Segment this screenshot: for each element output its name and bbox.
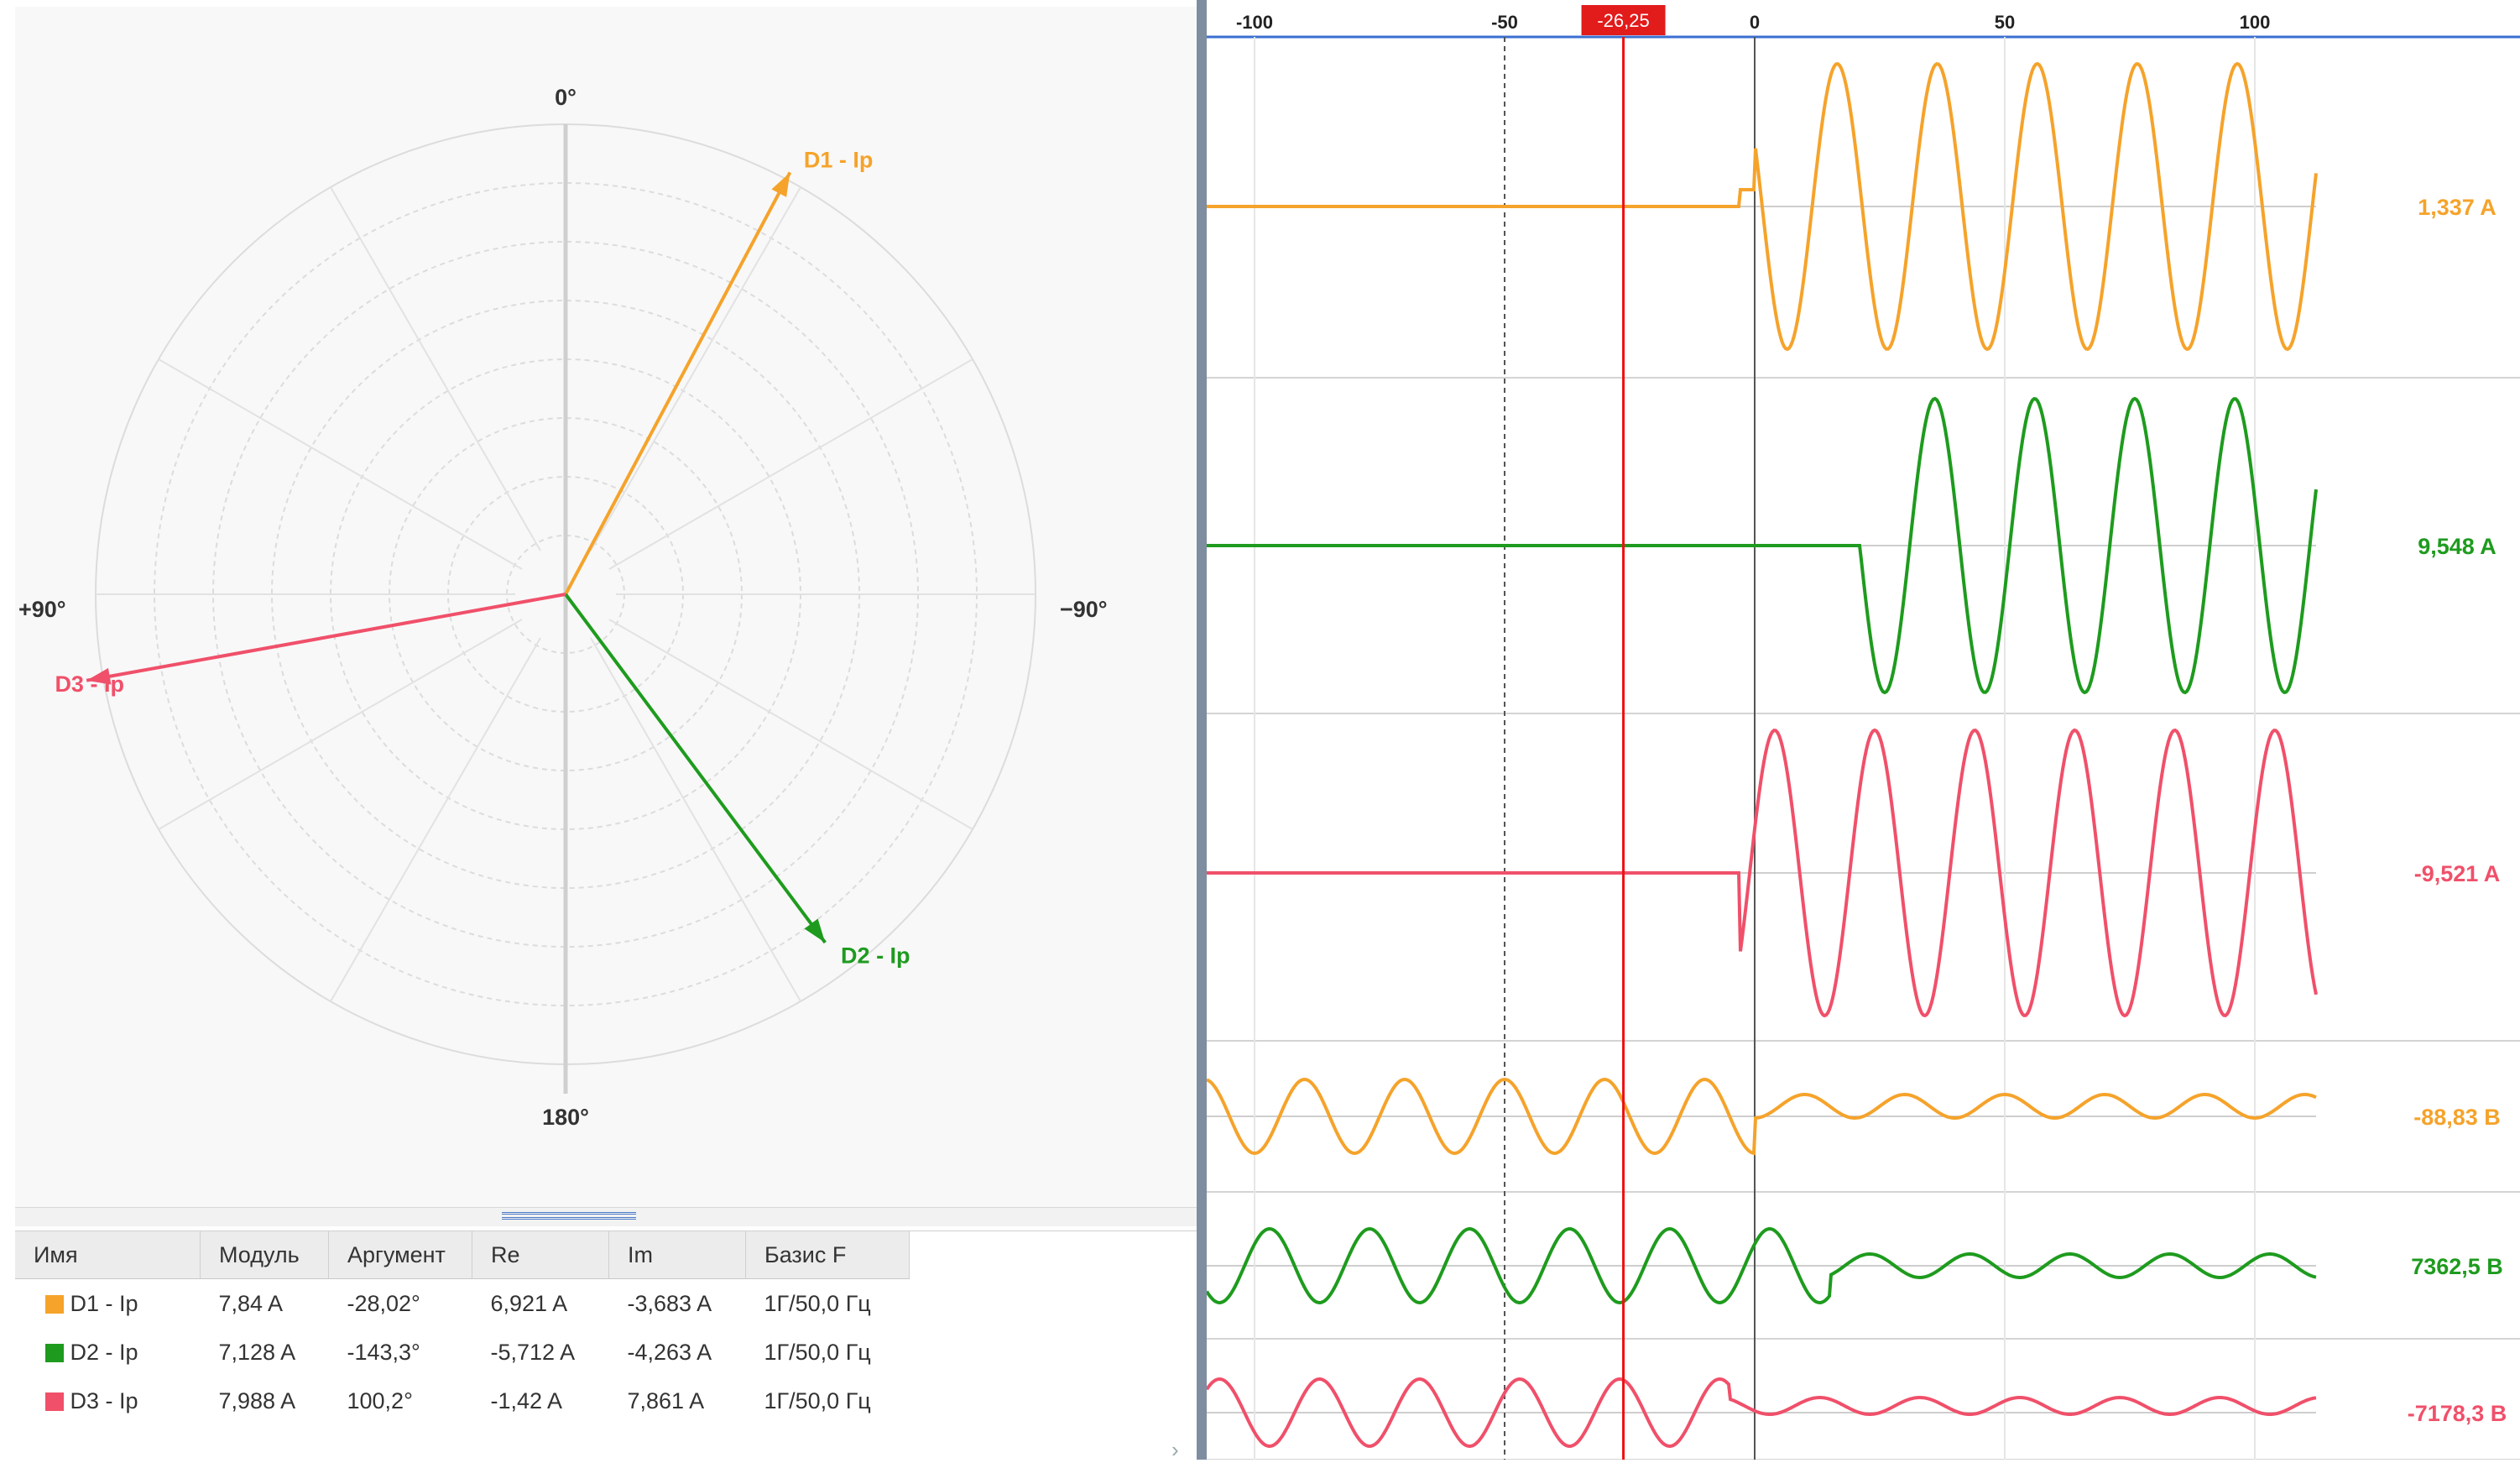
waveform-trace-1	[1207, 61, 2318, 352]
polar-grid	[95, 123, 1036, 1065]
time-cursor[interactable]: -26,25	[1581, 5, 1666, 1460]
time-tick-label: -100	[1236, 12, 1273, 33]
phasor-arrowhead	[771, 172, 790, 197]
time-grid	[1254, 37, 2256, 1460]
panel-splitter[interactable]	[15, 1207, 1197, 1226]
re-cell: 6,921 A	[490, 1290, 568, 1316]
vertical-splitter[interactable]	[1197, 0, 1207, 1460]
channel-value-label: -7178,3 B	[2408, 1401, 2507, 1426]
im-cell: 7,861 A	[627, 1387, 705, 1413]
traces	[1207, 61, 2318, 1449]
channel-value-label: 7362,5 B	[2411, 1254, 2503, 1279]
polar-chart: D1 - Ip D2 - Ip D3 - Ip 0° 180° +90° −90°	[18, 85, 1108, 1130]
table-row[interactable]: D2 - Ip 7,128 A -143,3° -5,712 A -4,263 …	[15, 1328, 910, 1377]
phasor-arrowhead	[804, 918, 826, 943]
waveform-trace-4	[1207, 1077, 2317, 1156]
channel-value-label: 9,548 A	[2418, 534, 2497, 559]
argument-cell: 100,2°	[347, 1387, 413, 1413]
grid-spoke	[590, 637, 801, 1002]
phasor-3	[86, 593, 566, 682]
cursor-badge[interactable]	[1581, 5, 1666, 35]
waveform-trace-5	[1207, 1226, 2317, 1305]
phasor-label: D2 - Ip	[841, 943, 910, 968]
value-labels: 1,337 A 9,548 A -9,521 A -88,83 B 7362,5 B -7…	[2408, 195, 2507, 1426]
channel-name: D1 - Ip	[70, 1290, 138, 1316]
waveform-trace-2	[1207, 396, 2318, 695]
channel-name: D3 - Ip	[70, 1387, 138, 1413]
basis-cell: 1Г/50,0 Гц	[764, 1387, 871, 1413]
waveform-panel: -100 -50 0 50 100 -26,25 1,337 A 9,548 A -9,52…	[1207, 0, 2520, 1460]
re-cell: -5,712 A	[490, 1339, 576, 1365]
module-cell: 7,84 A	[218, 1290, 284, 1316]
time-ticks: -100 -50 0 50 100	[1236, 12, 2270, 33]
im-cell: -3,683 A	[627, 1290, 712, 1316]
color-swatch	[45, 1392, 64, 1412]
channel-value-label: 1,337 A	[2418, 195, 2497, 220]
name-cell: D2 - Ip	[15, 1328, 201, 1377]
name-cell: D1 - Ip	[15, 1279, 201, 1329]
basis-cell: 1Г/50,0 Гц	[764, 1339, 871, 1365]
time-tick-label: 0	[1750, 12, 1760, 33]
grid-spoke	[590, 186, 801, 551]
column-header-name[interactable]: Имя	[15, 1231, 201, 1279]
column-header-argument[interactable]: Аргумент	[328, 1231, 472, 1279]
grid-spoke	[330, 186, 541, 551]
vector-diagram-panel: D1 - Ip D2 - Ip D3 - Ip 0° 180° +90° −90°	[15, 7, 1197, 1207]
name-cell: D3 - Ip	[15, 1377, 201, 1425]
phasor-table: Имя Модуль Аргумент Re Im Базис F D1 - I…	[15, 1230, 1197, 1448]
channel-bands	[1207, 206, 2520, 1460]
phasor-layer: D1 - Ip D2 - Ip D3 - Ip	[55, 148, 910, 969]
time-tick-label: 50	[1995, 12, 2015, 33]
im-cell: -4,263 A	[627, 1339, 712, 1365]
argument-cell: -143,3°	[347, 1339, 420, 1365]
phasor-label: D3 - Ip	[55, 671, 124, 697]
waveform-chart: -100 -50 0 50 100 -26,25 1,337 A 9,548 A -9,52…	[1207, 0, 2520, 1460]
time-ruler[interactable]	[1207, 0, 2520, 37]
basis-cell: 1Г/50,0 Гц	[764, 1290, 871, 1316]
table-header-row: Имя Модуль Аргумент Re Im Базис F	[15, 1231, 910, 1279]
axis-label-top: 0°	[555, 85, 577, 110]
axis-label-left: +90°	[18, 597, 66, 622]
color-swatch	[45, 1344, 64, 1363]
module-cell: 7,988 A	[218, 1387, 296, 1413]
color-swatch	[45, 1295, 64, 1314]
table-row[interactable]: D3 - Ip 7,988 A 100,2° -1,42 A 7,861 A 1…	[15, 1377, 910, 1425]
time-tick-label: -50	[1491, 12, 1518, 33]
channel-value-label: -9,521 A	[2414, 861, 2501, 886]
column-header-basis[interactable]: Базис F	[745, 1231, 910, 1279]
axis-label-right: −90°	[1060, 597, 1108, 622]
table-row[interactable]: D1 - Ip 7,84 A -28,02° 6,921 A -3,683 A …	[15, 1279, 910, 1329]
phasor-label: D1 - Ip	[804, 148, 874, 173]
argument-cell: -28,02°	[347, 1290, 420, 1316]
channel-value-label: -88,83 B	[2413, 1105, 2501, 1130]
grid-spoke	[330, 637, 541, 1002]
grid-spoke	[158, 358, 523, 570]
column-header-im[interactable]: Im	[608, 1231, 746, 1279]
axis-label-bottom: 180°	[542, 1105, 589, 1130]
chevron-right-icon[interactable]: ›	[1171, 1437, 1179, 1462]
column-header-module[interactable]: Модуль	[200, 1231, 329, 1279]
re-cell: -1,42 A	[490, 1387, 563, 1413]
column-header-re[interactable]: Re	[472, 1231, 609, 1279]
grid-spoke	[608, 619, 973, 830]
phasor-arrowhead	[86, 667, 112, 685]
waveform-trace-6	[1207, 1377, 2317, 1449]
splitter-grip[interactable]	[502, 1212, 636, 1220]
cursor-value: -26,25	[1597, 10, 1649, 31]
phasor-1	[564, 171, 792, 595]
phasor-2	[564, 593, 827, 944]
waveform-trace-3	[1207, 728, 2318, 1018]
module-cell: 7,128 A	[218, 1339, 296, 1365]
grid-spoke	[158, 619, 523, 830]
channel-name: D2 - Ip	[70, 1339, 138, 1365]
grid-spoke	[608, 358, 973, 570]
time-tick-label: 100	[2240, 12, 2271, 33]
